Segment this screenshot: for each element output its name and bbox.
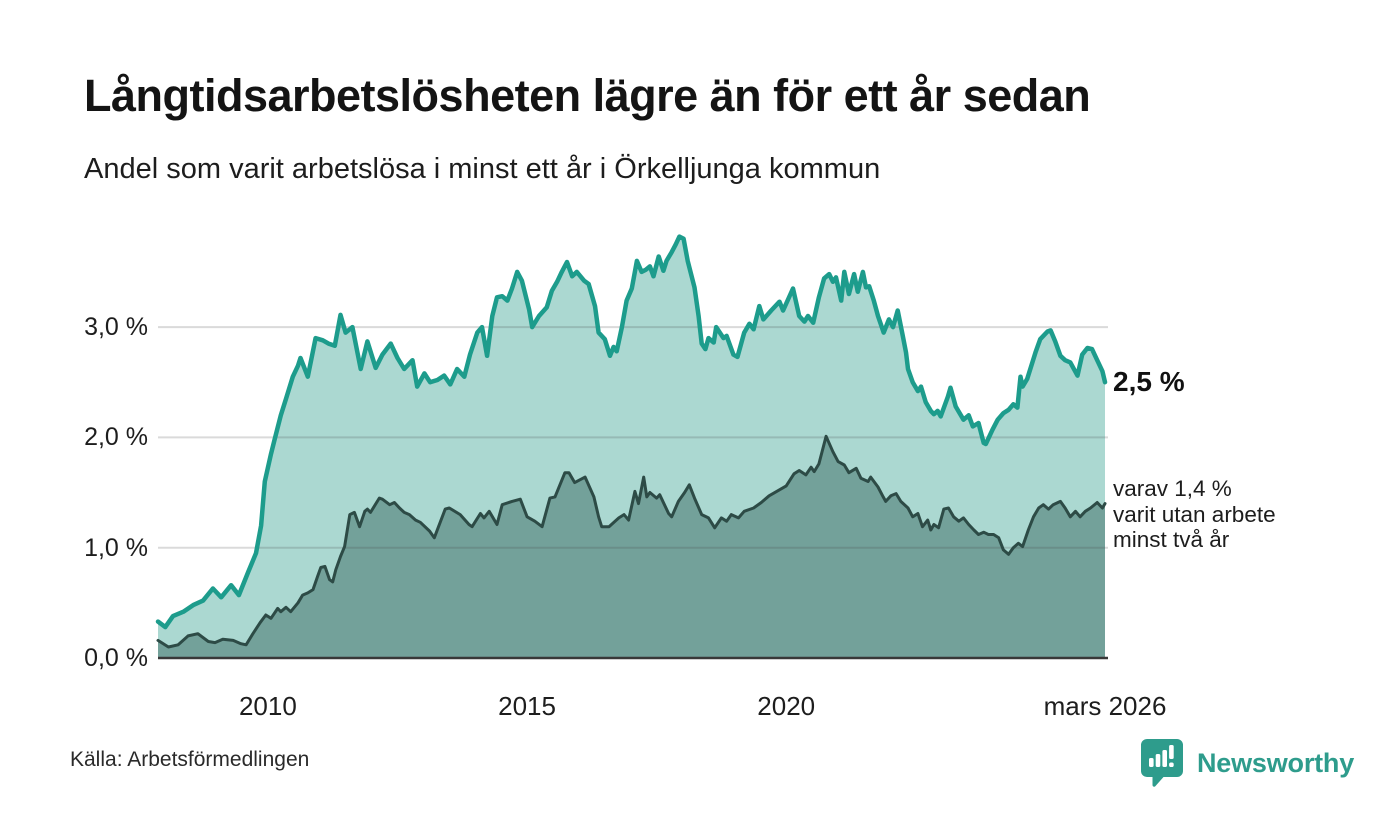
y-tick-label: 1,0 % <box>84 533 148 562</box>
x-tick-label: 2015 <box>498 691 556 721</box>
page-title: Långtidsarbetslösheten lägre än för ett … <box>84 70 1091 121</box>
latest-value-label: 2,5 % <box>1113 366 1185 397</box>
y-tick-label: 2,0 % <box>84 423 148 452</box>
y-tick-label: 0,0 % <box>84 644 148 672</box>
x-tick-label: 2010 <box>238 691 297 721</box>
newsworthy-wordmark: Newsworthy <box>1197 747 1355 778</box>
newsworthy-logo: Newsworthy <box>1140 738 1354 788</box>
secondary-series-label-line3: minst två år <box>1113 527 1230 552</box>
x-tick-label: mars 2026 <box>1043 691 1167 721</box>
x-tick-label: 2020 <box>757 691 816 721</box>
secondary-series-label-line1: varav 1,4 % <box>1113 476 1232 501</box>
source-credit: Källa: Arbetsförmedlingen <box>70 748 310 771</box>
secondary-series-label-line2: varit utan arbete <box>1113 501 1276 527</box>
newsworthy-badge-icon <box>1141 739 1183 787</box>
page-subtitle: Andel som varit arbetslösa i minst ett å… <box>84 153 881 185</box>
y-tick-label: 3,0 % <box>84 313 148 342</box>
series-line-0 <box>155 234 1108 630</box>
secondary-series-label: varav 1,4 % varit utan arbete minst två … <box>1113 476 1276 553</box>
series-area-1 <box>158 436 1105 658</box>
series-line-1 <box>156 434 1107 649</box>
